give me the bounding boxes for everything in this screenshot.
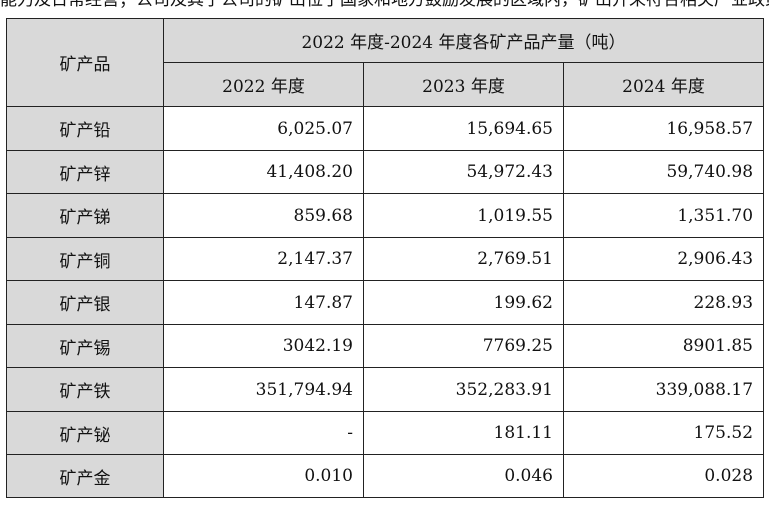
- output-value: 199.62: [363, 280, 564, 325]
- table-row: 矿产银 147.87 199.62 228.93: [6, 280, 765, 325]
- span-header: 2022 年度-2024 年度各矿产品产量（吨）: [162, 18, 765, 63]
- output-value: 59,740.98: [562, 150, 765, 194]
- mineral-name: 矿产铋: [6, 411, 164, 455]
- output-value: 8901.85: [562, 324, 765, 368]
- output-value: 2,147.37: [163, 237, 364, 281]
- table-row: 矿产锑 859.68 1,019.55 1,351.70: [6, 193, 765, 238]
- previous-paragraph-line: 能力及日常经营；公司及其子公司的矿山位于国家和地方鼓励发展的区域内，矿山开采符合…: [0, 0, 769, 9]
- mineral-name: 矿产锌: [6, 150, 164, 194]
- output-value: 0.046: [363, 454, 564, 498]
- mineral-name: 矿产铜: [6, 237, 164, 281]
- output-value: 859.68: [163, 193, 364, 238]
- output-value: 2,906.43: [562, 237, 765, 281]
- output-value: 1,019.55: [363, 193, 564, 238]
- output-value: 41,408.20: [163, 150, 364, 194]
- output-value: 181.11: [363, 411, 564, 455]
- mineral-name: 矿产锑: [6, 193, 164, 238]
- output-value: 0.010: [163, 454, 364, 498]
- output-value: 16,958.57: [562, 106, 765, 151]
- output-value: 352,283.91: [363, 367, 564, 412]
- year-header-2024: 2024 年度: [562, 62, 765, 107]
- table-row: 矿产铜 2,147.37 2,769.51 2,906.43: [6, 237, 765, 281]
- output-value: 3042.19: [163, 324, 364, 368]
- table-row: 矿产铋 -181.11 175.52: [6, 411, 765, 455]
- table-row: 矿产铅 6,025.07 15,694.65 16,958.57: [6, 106, 765, 151]
- table-row: 矿产铁 351,794.94 352,283.91 339,088.17: [6, 367, 765, 412]
- output-value: 7769.25: [363, 324, 564, 368]
- mineral-output-table: 矿产品 2022 年度-2024 年度各矿产品产量（吨） 2022 年度 202…: [6, 18, 765, 498]
- output-value: 2,769.51: [363, 237, 564, 281]
- year-header-2022: 2022 年度: [163, 62, 364, 107]
- mineral-name: 矿产锡: [6, 324, 164, 368]
- mineral-name: 矿产金: [6, 454, 164, 498]
- table-row: 矿产金 0.010 0.046 0.028: [6, 454, 765, 498]
- corner-header: 矿产品: [6, 18, 164, 107]
- output-value: -: [163, 411, 364, 455]
- mineral-name: 矿产铁: [6, 367, 164, 412]
- output-value: 1,351.70: [562, 193, 765, 238]
- table-row: 矿产锡 3042.19 7769.25 8901.85: [6, 324, 765, 368]
- output-value: 351,794.94: [163, 367, 364, 412]
- output-value: 339,088.17: [562, 367, 765, 412]
- table-row: 矿产锌 41,408.20 54,972.43 59,740.98: [6, 150, 765, 194]
- output-value: 175.52: [562, 411, 765, 455]
- mineral-name: 矿产铅: [6, 106, 164, 151]
- mineral-name: 矿产银: [6, 280, 164, 325]
- output-value: 228.93: [562, 280, 765, 325]
- output-value: 147.87: [163, 280, 364, 325]
- output-value: 15,694.65: [363, 106, 564, 151]
- year-header-2023: 2023 年度: [363, 62, 564, 107]
- output-value: 54,972.43: [363, 150, 564, 194]
- output-value: 0.028: [562, 454, 765, 498]
- output-value: 6,025.07: [163, 106, 364, 151]
